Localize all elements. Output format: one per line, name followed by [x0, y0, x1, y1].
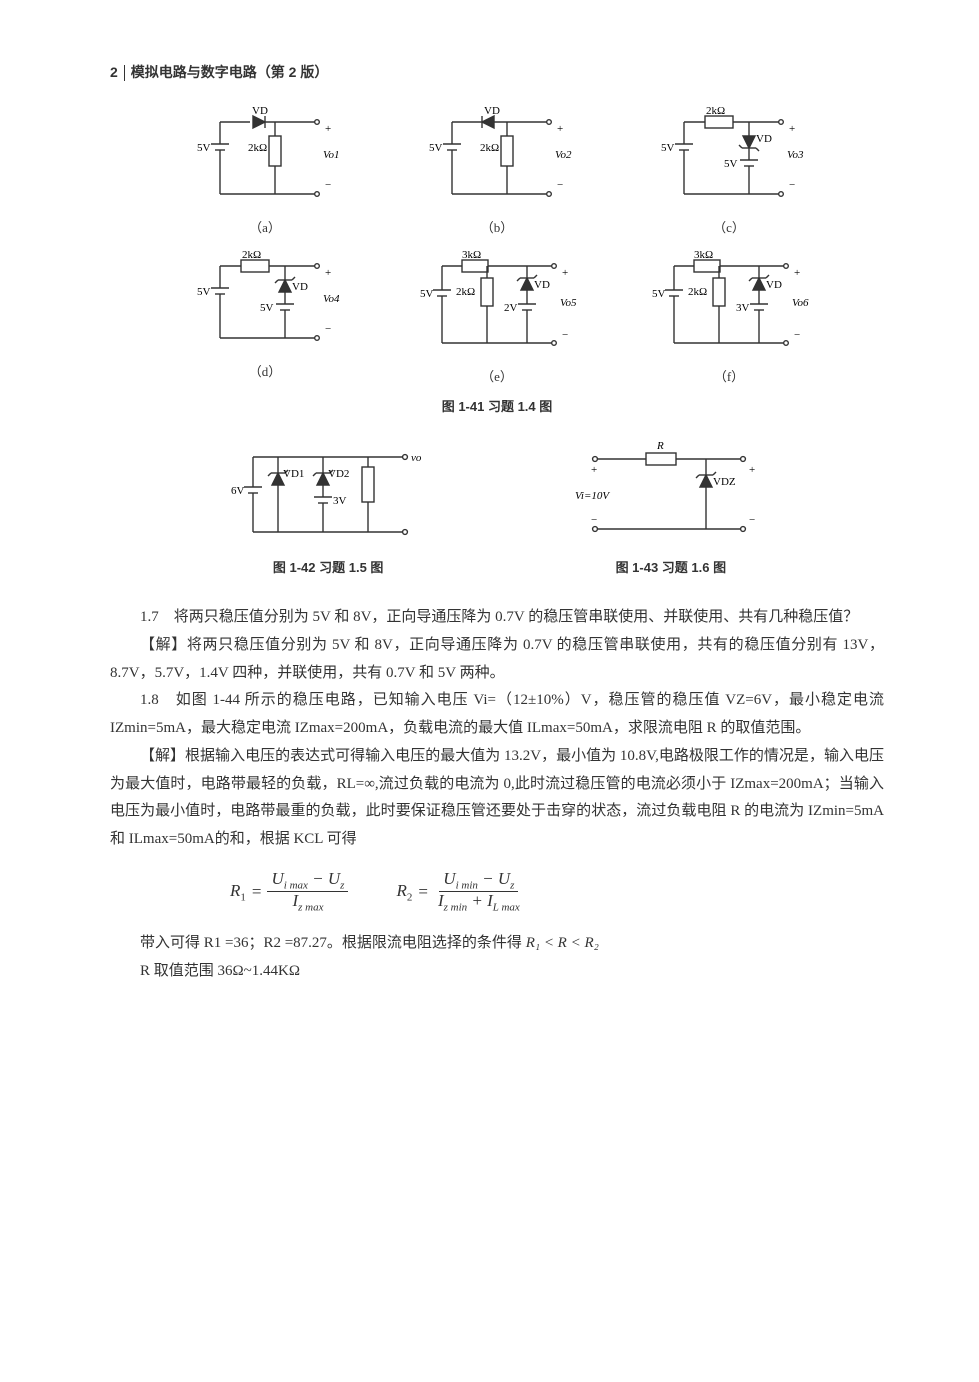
sublabel-c: （c）: [713, 216, 745, 240]
circuit-a: VD 5V 2kΩ + Vo1 − （a）: [165, 104, 365, 240]
figure-1-42: VD1 VD2 6V 3V vo 图 1-42 习题 1.5 图: [170, 437, 486, 598]
book-title: 模拟电路与数字电路（第 2 版）: [131, 60, 329, 86]
label-2v: 2V: [504, 302, 518, 314]
label-r2: 2kΩ: [688, 286, 707, 298]
circuit-d: 2kΩ 5V VD 5V + Vo4 − （d）: [165, 248, 365, 389]
svg-text:+: +: [325, 123, 331, 135]
sublabel-b: （b）: [481, 216, 514, 240]
inline-math-r-cond: R₁ < R < R₂: [526, 935, 599, 951]
label-vo1: Vo1: [323, 149, 340, 161]
label-5v: 5V: [652, 288, 666, 300]
label-vi: Vi=10V: [575, 490, 610, 502]
svg-text:+: +: [562, 267, 568, 279]
svg-text:−: −: [789, 179, 795, 191]
svg-text:−: −: [562, 329, 568, 341]
svg-text:−: −: [591, 514, 597, 526]
label-5v: 5V: [429, 142, 443, 154]
figure-1-41-grid: VD 5V 2kΩ + Vo1 − （a） VD 5V 2kΩ + Vo2 − …: [165, 104, 829, 389]
circuit-b: VD 5V 2kΩ + Vo2 − （b）: [397, 104, 597, 240]
sublabel-a: （a）: [249, 216, 281, 240]
label-r: 2kΩ: [248, 142, 267, 154]
page-number: 2: [110, 60, 118, 86]
svg-text:+: +: [591, 464, 597, 476]
label-5v2: 5V: [260, 302, 274, 314]
label-vdz: VDZ: [713, 476, 736, 488]
svg-text:−: −: [794, 329, 800, 341]
svg-text:+: +: [789, 123, 795, 135]
label-r: 2kΩ: [706, 105, 725, 117]
label-vd: VD: [484, 105, 500, 117]
problem-1-7-solution: 【解】将两只稳压值分别为 5V 和 8V，正向导通压降为 0.7V 的稳压管串联…: [110, 632, 884, 688]
header-divider: [124, 65, 125, 81]
svg-text:−: −: [557, 179, 563, 191]
page-header: 2 模拟电路与数字电路（第 2 版）: [110, 60, 884, 86]
sublabel-e: （e）: [481, 365, 513, 389]
label-5v: 5V: [197, 286, 211, 298]
svg-text:−: −: [325, 323, 331, 335]
svg-text:+: +: [325, 267, 331, 279]
problem-1-7-question: 1.7 将两只稳压值分别为 5V 和 8V，正向导通压降为 0.7V 的稳压管串…: [110, 604, 884, 632]
sublabel-f: （f）: [714, 365, 744, 389]
label-vo5: Vo5: [560, 297, 577, 309]
sublabel-d: （d）: [249, 360, 282, 384]
label-5v: 5V: [661, 142, 675, 154]
label-vo6: Vo6: [792, 297, 809, 309]
label-vd: VD: [252, 105, 268, 117]
svg-text:+: +: [794, 267, 800, 279]
label-r1: 3kΩ: [694, 249, 713, 261]
problem-1-8-solution-p1: 【解】根据输入电压的表达式可得输入电压的最大值为 13.2V，最小值为 10.8…: [110, 743, 884, 854]
problem-1-8-result: 带入可得 R1 =36；R2 =87.27。根据限流电阻选择的条件得 R₁ < …: [110, 930, 884, 958]
circuit-c: 2kΩ 5V VD 5V + Vo3 − （c）: [629, 104, 829, 240]
label-5v: 5V: [197, 142, 211, 154]
fig141-caption: 图 1-41 习题 1.4 图: [110, 395, 884, 419]
figures-1-42-43-row: VD1 VD2 6V 3V vo 图 1-42 习题 1.5 图 R + − Vi…: [170, 437, 829, 598]
label-R: R: [656, 440, 664, 452]
problem-1-8-range: R 取值范围 36Ω~1.44KΩ: [110, 958, 884, 986]
figure-1-43: R + − Vi=10V VDZ + − 图 1-43 习题 1.6 图: [513, 437, 829, 598]
label-vd: VD: [292, 281, 308, 293]
label-vd: VD: [766, 279, 782, 291]
label-vo4: Vo4: [323, 293, 340, 305]
label-r2: 2kΩ: [456, 286, 475, 298]
label-vd: VD: [534, 279, 550, 291]
fig143-caption: 图 1-43 习题 1.6 图: [616, 556, 727, 580]
label-3v: 3V: [333, 495, 347, 507]
svg-text:+: +: [749, 464, 755, 476]
label-6v: 6V: [231, 485, 245, 497]
label-3v: 3V: [736, 302, 750, 314]
fig142-caption: 图 1-42 习题 1.5 图: [273, 556, 384, 580]
formula-r1-r2: R1 = Ui max − Uz Iz max R2 = Ui min − Uz…: [230, 870, 884, 914]
label-vd1: VD1: [283, 468, 304, 480]
label-vd2: VD2: [328, 468, 349, 480]
label-r: 2kΩ: [242, 249, 261, 261]
label-r: 2kΩ: [480, 142, 499, 154]
svg-text:−: −: [325, 179, 331, 191]
label-vo3: Vo3: [787, 149, 804, 161]
label-r1: 3kΩ: [462, 249, 481, 261]
label-5v2: 5V: [724, 158, 738, 170]
circuit-e: 3kΩ 5V 2kΩ VD 2V + Vo5 − （e）: [397, 248, 597, 389]
svg-text:−: −: [749, 514, 755, 526]
label-5v: 5V: [420, 288, 434, 300]
label-vo: vo: [411, 452, 422, 464]
label-vo2: Vo2: [555, 149, 572, 161]
circuit-f: 3kΩ 5V 2kΩ VD 3V + Vo6 − （f）: [629, 248, 829, 389]
label-vd: VD: [756, 133, 772, 145]
problem-1-8-question: 1.8 如图 1-44 所示的稳压电路，已知输入电压 Vi=（12±10%）V，…: [110, 687, 884, 743]
svg-text:+: +: [557, 123, 563, 135]
